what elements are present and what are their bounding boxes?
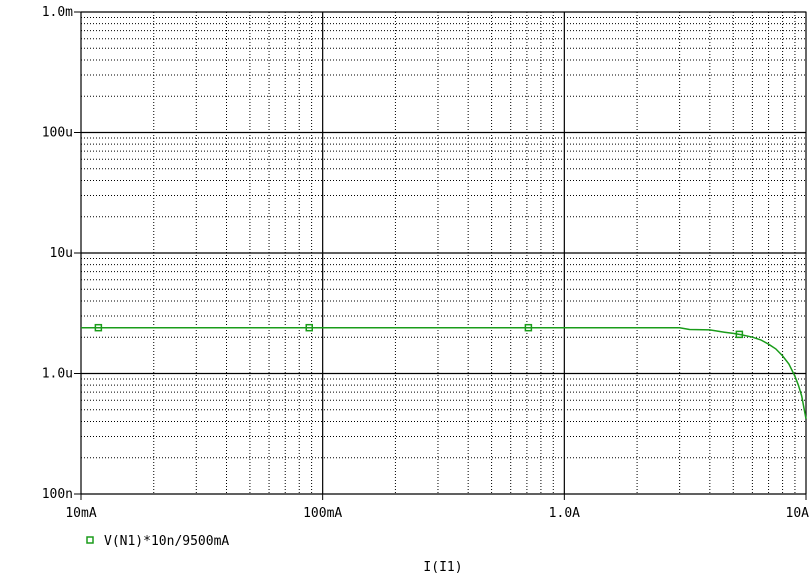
x-tick-label: 10A [786,506,810,521]
y-tick-label: 1.0u [42,367,73,382]
legend: V(N1)*10n/9500mA [86,534,229,549]
series-marker [735,330,744,339]
x-axis: 10mA 100mA 1.0A 10A [65,494,809,521]
x-tick-label: 1.0A [549,506,580,521]
y-tick-label: 100u [42,126,73,141]
y-axis: 1.0m 100u 10u 1.0u 100n [42,5,81,502]
x-axis-label: I(I1) [423,560,462,575]
x-tick-label: 10mA [65,506,96,521]
y-tick-label: 100n [42,487,73,502]
legend-marker [86,536,94,544]
series-marker [94,323,103,332]
series-marker [524,323,533,332]
y-tick-label: 1.0m [42,5,73,20]
series-marker [305,323,313,332]
y-tick-label: 10u [50,246,73,261]
legend-label: V(N1)*10n/9500mA [104,534,229,549]
x-tick-label: 100mA [303,506,342,521]
series-line [81,326,807,420]
series-layer [81,323,807,420]
